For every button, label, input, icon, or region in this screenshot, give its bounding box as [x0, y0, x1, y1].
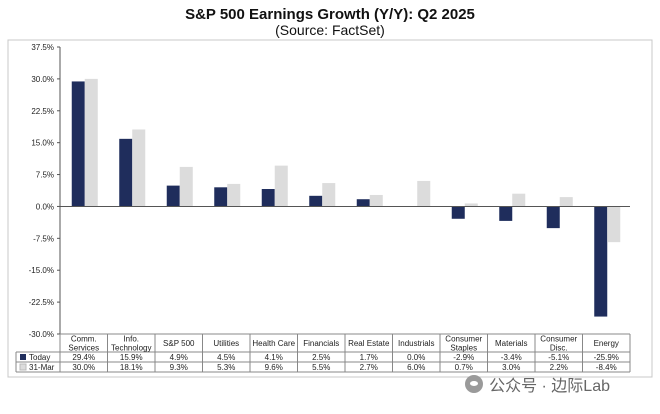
wechat-icon	[465, 375, 484, 393]
data-label: 2.5%	[312, 353, 330, 362]
y-tick-label: 0.0%	[36, 202, 54, 211]
category-label: Staples	[450, 344, 477, 353]
category-label: Financials	[303, 339, 339, 348]
data-label: -3.4%	[501, 353, 522, 362]
bar-today	[71, 81, 85, 207]
data-label: 1.7%	[360, 353, 378, 362]
data-label: 5.3%	[217, 363, 235, 372]
bar-today	[499, 206, 513, 221]
y-tick-label: 15.0%	[31, 139, 54, 148]
chart-title: S&P 500 Earnings Growth (Y/Y): Q2 2025	[185, 6, 475, 23]
bar-31-mar	[84, 78, 98, 207]
data-label: 18.1%	[120, 363, 143, 372]
y-tick-label: 7.5%	[36, 171, 54, 180]
data-label: 2.7%	[360, 363, 378, 372]
y-tick-label: 22.5%	[31, 107, 54, 116]
category-label: Utilities	[213, 339, 239, 348]
bar-today	[356, 199, 370, 207]
data-label: 0.0%	[407, 353, 425, 362]
category-label: Comm.	[71, 335, 97, 344]
category-label: Materials	[495, 339, 527, 348]
legend-swatch	[20, 354, 26, 360]
bar-31-mar	[179, 166, 193, 207]
bar-31-mar	[132, 129, 146, 207]
bar-31-mar	[464, 203, 478, 207]
bar-31-mar	[512, 193, 526, 207]
data-label: 4.5%	[217, 353, 235, 362]
watermark-text: 公众号 · 边际Lab	[489, 378, 610, 395]
category-label: Disc.	[550, 344, 568, 353]
data-label: 5.5%	[312, 363, 330, 372]
data-label: 0.7%	[455, 363, 473, 372]
bar-today	[119, 138, 133, 207]
bar-today	[309, 195, 323, 207]
data-label: 6.0%	[407, 363, 425, 372]
data-label: 4.1%	[265, 353, 283, 362]
legend-label: 31-Mar	[29, 363, 55, 372]
category-label: Consumer	[540, 335, 577, 344]
data-label: -2.9%	[453, 353, 474, 362]
bar-today	[166, 185, 180, 207]
category-label: Real Estate	[348, 339, 390, 348]
bar-31-mar	[559, 197, 573, 207]
chart-frame	[7, 39, 653, 378]
data-label: 29.4%	[72, 353, 95, 362]
data-label: 15.9%	[120, 353, 143, 362]
legend-label: Today	[29, 353, 50, 362]
y-tick-label: -30.0%	[29, 330, 54, 339]
data-label: 3.0%	[502, 363, 520, 372]
category-label: Industrials	[398, 339, 434, 348]
bar-31-mar	[274, 165, 288, 207]
bar-31-mar	[322, 183, 336, 207]
y-tick-label: -22.5%	[29, 298, 54, 307]
bar-today	[261, 189, 275, 207]
category-label: Energy	[594, 339, 619, 348]
watermark: 公众号 · 边际Lab	[465, 372, 610, 396]
bar-31-mar	[227, 183, 241, 207]
legend-swatch	[19, 363, 27, 371]
bar-31-mar	[607, 206, 621, 243]
bar-today	[214, 187, 228, 207]
data-label: -5.1%	[548, 353, 569, 362]
category-label: Health Care	[252, 339, 295, 348]
bar-31-mar	[417, 180, 431, 207]
bar-31-mar	[369, 194, 383, 207]
bar-today	[594, 206, 608, 317]
category-label: Info.	[123, 335, 139, 344]
data-label: -8.4%	[596, 363, 617, 372]
category-label: Services	[68, 344, 99, 353]
category-label: S&P 500	[163, 339, 195, 348]
data-label: 4.9%	[170, 353, 188, 362]
data-label: -25.9%	[594, 353, 619, 362]
y-tick-label: 37.5%	[31, 43, 54, 52]
data-label: 30.0%	[72, 363, 95, 372]
bar-today	[451, 206, 465, 219]
category-label: Consumer	[445, 335, 482, 344]
data-label: 2.2%	[550, 363, 568, 372]
y-tick-label: -15.0%	[29, 266, 54, 275]
category-label: Technology	[111, 344, 151, 353]
y-tick-label: -7.5%	[33, 234, 54, 243]
data-label: 9.6%	[265, 363, 283, 372]
chart-subtitle: (Source: FactSet)	[275, 22, 385, 38]
y-tick-label: 30.0%	[31, 75, 54, 84]
bar-today	[546, 206, 560, 229]
data-label: 9.3%	[170, 363, 188, 372]
